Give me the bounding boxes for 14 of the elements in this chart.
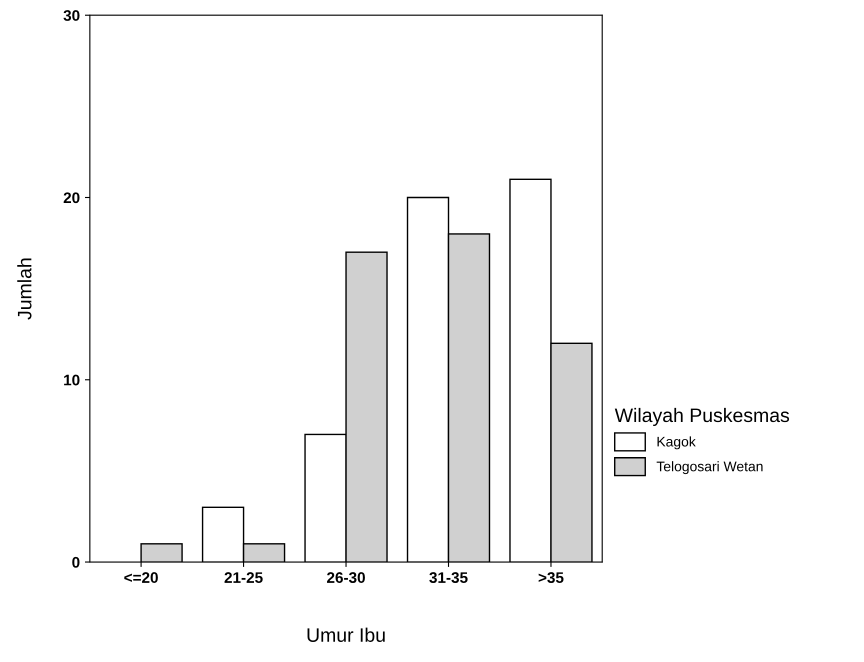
y-axis-title: Jumlah [17, 258, 32, 320]
y-tick-label: 30 [63, 10, 80, 21]
x-tick-label: 31-35 [429, 572, 468, 584]
x-tick-label: 26-30 [327, 572, 365, 584]
x-tick-label: 21-25 [224, 572, 263, 583]
y-tick-label: 10 [64, 374, 80, 386]
legend-title: Wilayah Puskesmas [614, 408, 790, 426]
y-tick-label: 0 [72, 556, 80, 568]
x-tick-label: >35 [538, 572, 564, 584]
legend-label: Telogosari Wetan [656, 461, 763, 474]
x-tick-label: <=20 [124, 572, 158, 583]
legend-label: Kagok [658, 436, 696, 450]
x-axis-title: Umur Ibu [308, 628, 385, 642]
y-tick-label: 20 [64, 192, 80, 204]
